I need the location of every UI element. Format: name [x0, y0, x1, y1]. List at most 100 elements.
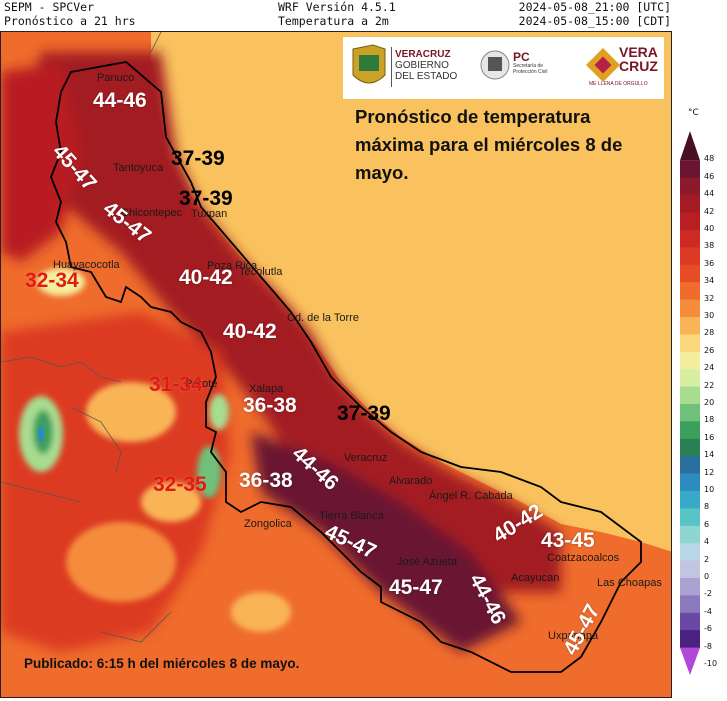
colorbar-segment — [680, 543, 700, 562]
colorbar-tick-label: 36 — [704, 258, 715, 268]
temp-label: 44-46 — [93, 89, 147, 112]
cold-spot — [38, 426, 44, 442]
colorbar-segment — [680, 508, 700, 527]
city-label: Tecolutla — [239, 266, 283, 278]
city-label: Poza Rica — [207, 260, 258, 272]
colorbar-segment — [680, 264, 700, 283]
brand-text: VERA CRUZ — [619, 45, 658, 73]
colorbar-segment — [680, 351, 700, 370]
brand-line: VERA — [619, 44, 658, 60]
city-label: Xalapa — [249, 383, 284, 395]
brand-tagline: ME LLENA DE ORGULLO — [589, 81, 648, 87]
variable-name: Temperatura a 2m — [278, 14, 389, 28]
temp-label: 32-34 — [25, 269, 79, 292]
colorbar-tick-label: 42 — [704, 206, 715, 216]
colorbar-segment — [680, 369, 700, 388]
model-source: SEPM - SPCVer — [4, 0, 95, 14]
temp-label: 37-39 — [337, 402, 391, 425]
temp-label: 36-38 — [243, 394, 297, 417]
gov-line: GOBIERNO — [395, 60, 449, 71]
city-label: Cd. de la Torre — [287, 312, 359, 324]
colorbar-tick-label: -10 — [704, 659, 718, 668]
colorbar-tick-label: 30 — [704, 311, 715, 320]
colorbar-tick-label: -6 — [704, 624, 712, 634]
colorbar-segment — [680, 630, 700, 649]
pc-sub: Protección Civil — [513, 69, 548, 75]
colorbar-segment — [680, 612, 700, 631]
header-center: WRF Versión 4.5.1 Temperatura a 2m — [278, 0, 396, 28]
colorbar-tick-label: 24 — [704, 363, 715, 373]
temp-label: 37-39 — [171, 147, 225, 170]
gulf-of-mexico — [151, 32, 671, 552]
city-label: Tuxpan — [191, 208, 228, 220]
temp-label: 43-45 — [541, 529, 595, 552]
temp-label: 40-42 — [179, 266, 233, 289]
city-label: Huayacocotla — [53, 259, 120, 271]
brand-line: CRUZ — [619, 58, 658, 74]
colorbar-segment — [680, 247, 700, 266]
colorbar-segment — [680, 438, 700, 457]
forecast-title: Pronóstico de temperatura máxima para el… — [355, 106, 623, 183]
colorbar-unit: °C — [688, 108, 699, 118]
city-label: Acayucan — [511, 572, 560, 584]
city-label: Tierra Blanca — [319, 510, 385, 522]
colorbar-tick-label: 40 — [704, 224, 715, 233]
temp-label: 37-39 — [179, 187, 233, 210]
city-label: Las Choapas — [597, 577, 662, 589]
colorbar-tick-label: 10 — [704, 485, 715, 494]
colorbar-tick-label: 48 — [704, 154, 715, 164]
pc-sub: Secretaría de — [513, 63, 544, 69]
colorbar-segment — [680, 578, 700, 596]
colorbar-tick-label: 12 — [704, 467, 715, 477]
colorbar-tick-label: 46 — [704, 171, 715, 181]
colorbar-tick-label: 16 — [704, 432, 715, 442]
logos-graphic — [352, 44, 620, 87]
header-left: SEPM - SPCVer Pronóstico a 21 hrs — [4, 0, 136, 28]
temp-label: 36-38 — [239, 469, 293, 492]
colorbar-tick-label: 14 — [704, 450, 715, 460]
colorbar-segment — [680, 177, 700, 196]
temp-label: 31-34 — [149, 373, 203, 396]
gov-text: VERACRUZ GOBIERNO DEL ESTADO — [395, 49, 457, 82]
gov-line: DEL ESTADO — [395, 71, 458, 82]
pc-text: PC Secretaría de Protección Civil — [513, 51, 547, 75]
city-label: Uxpanapa — [548, 630, 599, 642]
colorbar-segment — [680, 317, 700, 335]
forecast-lead: Pronóstico a 21 hrs — [4, 14, 136, 28]
header-right: 2024-05-08_21:00 [UTC] 2024-05-08_15:00 … — [519, 0, 671, 28]
colorbar-tick-label: -4 — [704, 606, 712, 616]
colorbar-segment — [680, 386, 700, 405]
colorbar-segment — [680, 299, 700, 318]
neighbor-borders — [1, 32, 172, 643]
colorbar-tick-label: 28 — [704, 328, 715, 338]
city-label: Alvarado — [389, 475, 433, 487]
city-label: José Azueta — [397, 556, 457, 568]
colorbar-segment — [680, 595, 700, 614]
colorbar-segment — [680, 404, 700, 422]
colorbar-tick-label: 38 — [704, 241, 715, 251]
colorbar-tick-label: 32 — [704, 293, 715, 303]
colorbar-tick-label: -8 — [704, 641, 712, 651]
temperature-map: Panuco Tuxpan Poza Rica Tecolutla Huayac… — [0, 31, 672, 698]
colorbar-segment — [680, 647, 700, 675]
colorbar-segment — [680, 473, 700, 492]
colorbar-tick-label: 4 — [704, 537, 710, 547]
colorbar-tick-label: 44 — [704, 189, 715, 199]
city-label: Chicontepec — [121, 207, 183, 219]
colorbar-tick-label: 34 — [704, 276, 715, 286]
city-label: Coatzacoalcos — [547, 552, 620, 564]
city-label: Perote — [185, 378, 218, 390]
colorbar-segment — [680, 491, 700, 509]
city-label: Veracruz — [344, 452, 388, 464]
valid-time-cdt: 2024-05-08_15:00 [CDT] — [518, 14, 671, 28]
logo-banner: VERACRUZ GOBIERNO DEL ESTADO PC Secretar… — [343, 37, 664, 99]
colorbar-segment — [680, 560, 700, 579]
colorbar-tick-label: 20 — [704, 398, 715, 407]
colorbar-segment — [680, 282, 700, 301]
colorbar-segment — [680, 456, 700, 475]
colorbar-segment — [680, 212, 700, 231]
temp-label: 45-47 — [389, 576, 443, 599]
colorbar-segment — [680, 131, 700, 161]
gov-line: VERACRUZ — [395, 49, 451, 60]
colorbar-segment — [680, 334, 700, 353]
